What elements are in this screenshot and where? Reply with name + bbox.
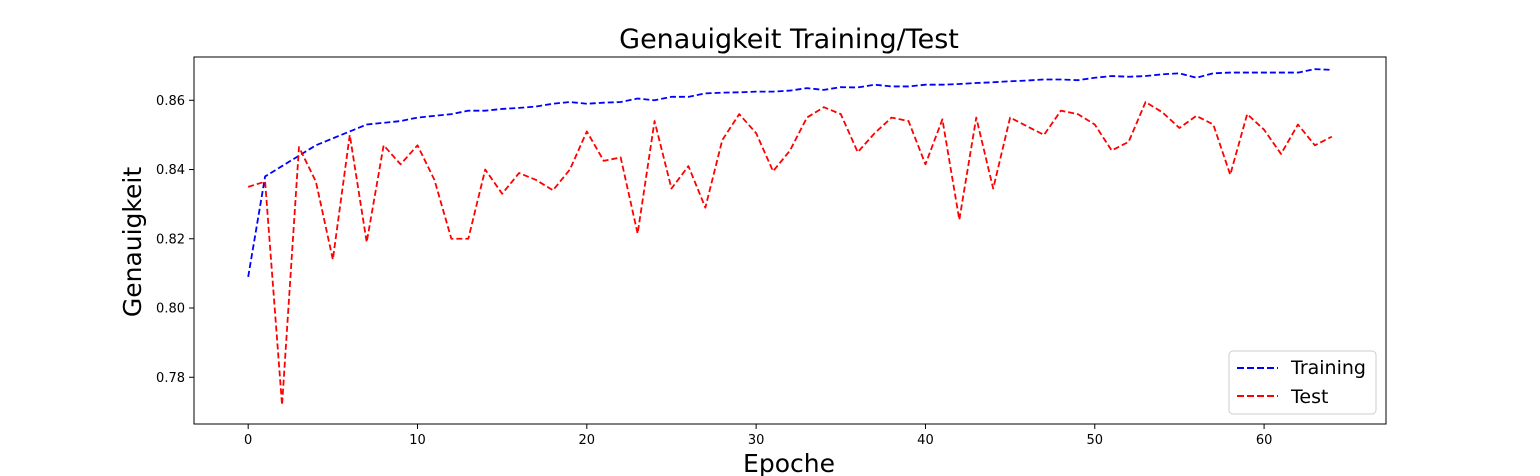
series-line-training [247, 68, 1332, 277]
x-tick-label: 30 [748, 433, 765, 448]
x-tick-label: 0 [244, 433, 252, 448]
legend-training-label: Training [1290, 357, 1366, 379]
y-tick-label: 0.82 [156, 232, 185, 247]
y-tick-label: 0.80 [156, 302, 185, 317]
y-axis-label: Genauigkeit [118, 167, 147, 317]
x-axis-label: Epoche [743, 449, 835, 476]
legend: Training Test [1228, 350, 1377, 415]
x-tick-label: 50 [1086, 433, 1103, 448]
x-tick-label: 10 [409, 433, 426, 448]
y-tick-label: 0.86 [156, 94, 185, 109]
legend-box [1228, 350, 1377, 415]
x-tick-label: 60 [1256, 433, 1273, 448]
plot-lines [247, 68, 1333, 406]
x-tick-label: 40 [917, 433, 934, 448]
legend-test-label: Test [1290, 386, 1328, 408]
chart-title: Genauigkeit Training/Test [619, 24, 959, 55]
x-tick-label: 20 [579, 433, 596, 448]
y-axis: 0.78 0.80 0.82 0.84 0.86 [156, 94, 194, 386]
y-tick-label: 0.84 [156, 163, 185, 178]
plot-area-frame [193, 56, 1387, 425]
x-axis: 0 10 20 30 40 50 60 [244, 424, 1272, 448]
series-line-test [247, 101, 1333, 406]
y-tick-label: 0.78 [156, 371, 185, 386]
